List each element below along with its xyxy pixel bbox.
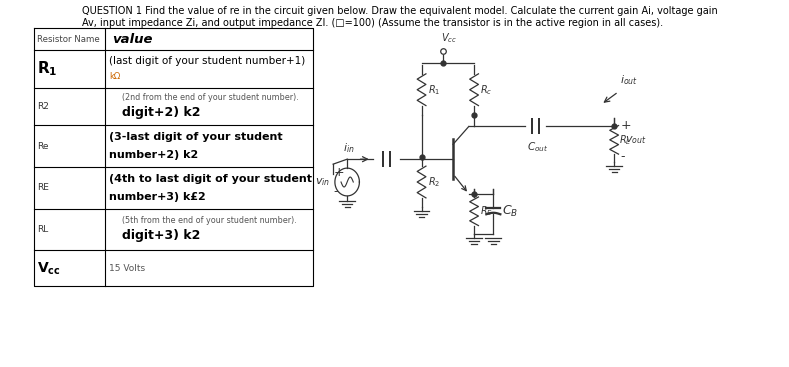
Text: 15 Volts: 15 Volts: [109, 264, 145, 273]
Text: $C_B$: $C_B$: [502, 204, 518, 219]
Text: digit+3) k2: digit+3) k2: [122, 229, 200, 242]
Text: $R_2$: $R_2$: [428, 175, 440, 189]
Text: $R_c$: $R_c$: [481, 83, 492, 97]
Text: $R_1$: $R_1$: [428, 83, 440, 97]
Text: $R_L$: $R_L$: [619, 133, 630, 147]
Text: $i_{in}$: $i_{in}$: [342, 141, 354, 155]
Text: RE: RE: [37, 184, 49, 192]
Text: (last digit of your student number+1): (last digit of your student number+1): [109, 56, 305, 66]
Text: $v_{out}$: $v_{out}$: [625, 134, 646, 146]
Text: +: +: [620, 119, 631, 132]
Text: number+3) k£2: number+3) k£2: [109, 192, 206, 202]
Text: kΩ: kΩ: [109, 72, 120, 81]
Text: $C_{out}$: $C_{out}$: [526, 140, 548, 154]
Text: QUESTION 1 Find the value of re in the circuit given below. Draw the equivalent : QUESTION 1 Find the value of re in the c…: [82, 6, 718, 17]
Text: $\mathbf{V_{cc}}$: $\mathbf{V_{cc}}$: [37, 260, 61, 277]
Text: (3-last digit of your student: (3-last digit of your student: [109, 132, 282, 142]
Text: $\mathbf{R_1}$: $\mathbf{R_1}$: [37, 59, 58, 78]
Text: $V_{cc}$: $V_{cc}$: [441, 31, 457, 45]
Text: number+2) k2: number+2) k2: [109, 150, 198, 160]
Text: Av, input impedance Zi, and output impedance ZI. (□=100) (Assume the transistor : Av, input impedance Zi, and output imped…: [82, 18, 663, 28]
Text: RL: RL: [37, 225, 49, 234]
Text: +: +: [333, 166, 344, 179]
Text: Re: Re: [37, 142, 49, 151]
Text: $i_{out}$: $i_{out}$: [620, 73, 638, 87]
Text: $v_{in}$: $v_{in}$: [315, 176, 330, 188]
Text: value: value: [112, 33, 152, 46]
Text: (4th to last digit of your student: (4th to last digit of your student: [109, 174, 312, 184]
Text: Resistor Name: Resistor Name: [37, 34, 100, 44]
Text: -: -: [620, 150, 625, 163]
Text: (2nd from the end of your student number).: (2nd from the end of your student number…: [122, 93, 299, 102]
Text: -: -: [333, 185, 338, 199]
Text: R2: R2: [37, 102, 49, 111]
Text: digit+2) k2: digit+2) k2: [122, 106, 200, 119]
Text: (5th from the end of your student number).: (5th from the end of your student number…: [122, 216, 297, 225]
Text: $R_E$: $R_E$: [481, 204, 493, 218]
